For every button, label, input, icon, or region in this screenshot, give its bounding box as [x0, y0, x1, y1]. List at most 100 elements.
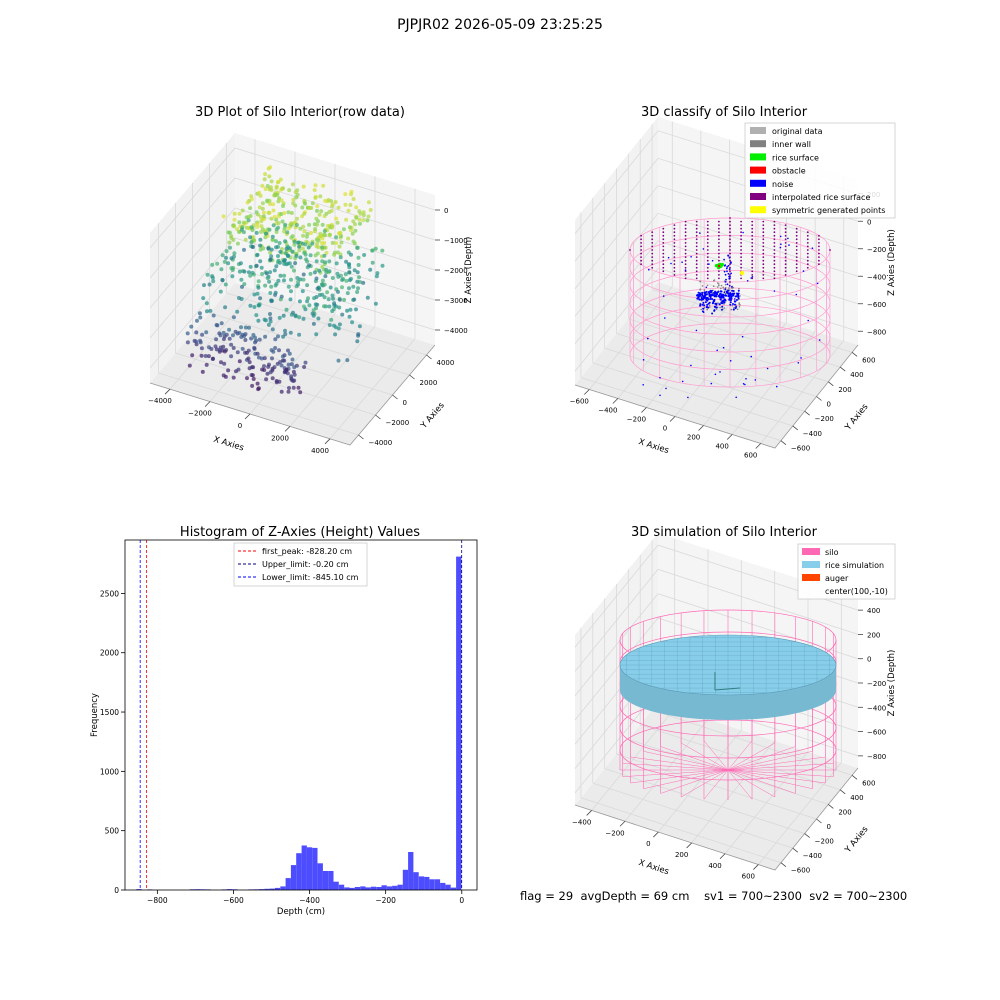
raw-point [337, 322, 342, 327]
raw-point [330, 240, 335, 245]
cls-wall-point [733, 307, 735, 309]
raw-point [314, 276, 319, 281]
raw-point [303, 307, 308, 312]
raw-point [337, 305, 342, 310]
raw-point [368, 267, 373, 272]
raw-point [226, 261, 231, 266]
cls-wall-point [738, 287, 740, 290]
cls-noise-point [707, 302, 710, 305]
raw-point [229, 342, 234, 347]
cls-surface-point [751, 256, 754, 258]
cls-noise-point [737, 289, 740, 292]
cls-xtick-label: 600 [744, 452, 757, 460]
raw-point [269, 284, 274, 289]
cls-surface-point [729, 245, 731, 248]
cls-wall-point [724, 283, 727, 286]
raw-point [254, 338, 259, 343]
hist-bar [349, 887, 355, 890]
cls-noise-point [719, 298, 722, 301]
cls-surface-point [795, 249, 798, 251]
cls-wall-point [723, 288, 725, 290]
raw-point [222, 259, 227, 264]
cls-surface-point [773, 252, 776, 255]
hist-bar [322, 871, 329, 890]
raw-point [227, 336, 232, 341]
cls-surface-point [784, 252, 787, 255]
cls-legend-swatch [750, 193, 766, 200]
cls-noise-point [788, 244, 790, 246]
cls-wall-point [728, 289, 731, 291]
hist-bar [418, 876, 425, 890]
raw-point [232, 217, 237, 222]
raw-ytick-mark [392, 394, 398, 400]
cls-noise-point [746, 280, 749, 282]
sim-bottom-spoke [727, 756, 826, 771]
raw-point [305, 231, 310, 236]
raw-point [347, 262, 352, 267]
raw-point [280, 219, 285, 224]
raw-point [266, 322, 271, 327]
cls-noise-point [720, 308, 723, 311]
cls-surface-point [751, 263, 754, 266]
raw-point [301, 233, 306, 238]
raw-point [245, 376, 249, 381]
sim-legend: silo rice simulation auger center(100,-10) [797, 543, 896, 600]
cls-wall-point [719, 306, 721, 309]
raw-point [268, 312, 272, 316]
raw-point [227, 327, 232, 332]
cls-noise-point [703, 291, 706, 294]
hist-bar [290, 865, 297, 890]
raw-point [258, 296, 263, 301]
raw-point [344, 217, 349, 222]
raw-point [239, 277, 244, 282]
raw-point [326, 198, 331, 202]
cls-noise-point [722, 296, 725, 299]
raw-point [317, 268, 322, 273]
raw-point [327, 269, 332, 274]
raw-point [265, 184, 270, 188]
cls-ytick-mark [816, 396, 822, 401]
raw-point [260, 183, 265, 188]
raw-point [354, 307, 358, 312]
sim-xtick-label: 200 [675, 851, 688, 859]
raw-point [313, 195, 318, 200]
hist-ylabel: Frequency [90, 693, 100, 737]
sv2-text: sv2 = 700~2300 [809, 889, 908, 903]
cls-surface-point [684, 234, 687, 237]
raw-point [214, 323, 219, 327]
cls-surface-point [640, 259, 642, 262]
raw-point [221, 214, 226, 219]
raw-point [314, 216, 319, 221]
cls-surface-point [773, 238, 776, 241]
cls-surface-point [729, 227, 731, 230]
sim-ytick-label: −600 [791, 867, 810, 875]
raw-point [280, 354, 285, 359]
raw-point [351, 219, 356, 224]
sim-ytick-label: −400 [803, 852, 822, 860]
raw-point [243, 332, 248, 337]
raw-point [341, 227, 346, 232]
cls-xtick-mark [669, 416, 676, 422]
cls-surface-point [640, 234, 642, 237]
raw-point [349, 192, 353, 197]
raw-point [332, 323, 336, 328]
hist-bar [227, 889, 233, 890]
cls-surface-point [684, 238, 687, 241]
raw-point [335, 271, 340, 276]
raw-point [297, 244, 302, 249]
cls-noise-point [687, 396, 689, 399]
raw-point [292, 372, 297, 377]
raw-point [276, 199, 281, 204]
raw-point [219, 267, 224, 272]
hist-bar [301, 845, 307, 890]
sim-bottom-spoke [727, 769, 796, 794]
raw-point [262, 356, 267, 361]
raw-point [220, 253, 225, 258]
raw-point [235, 227, 240, 232]
sim-ztick-label: −400 [867, 704, 886, 712]
hist-bar [306, 847, 313, 890]
raw-point [224, 249, 229, 254]
raw-point [290, 234, 295, 239]
cls-surface-point [684, 277, 687, 280]
hist-bar [440, 882, 446, 890]
